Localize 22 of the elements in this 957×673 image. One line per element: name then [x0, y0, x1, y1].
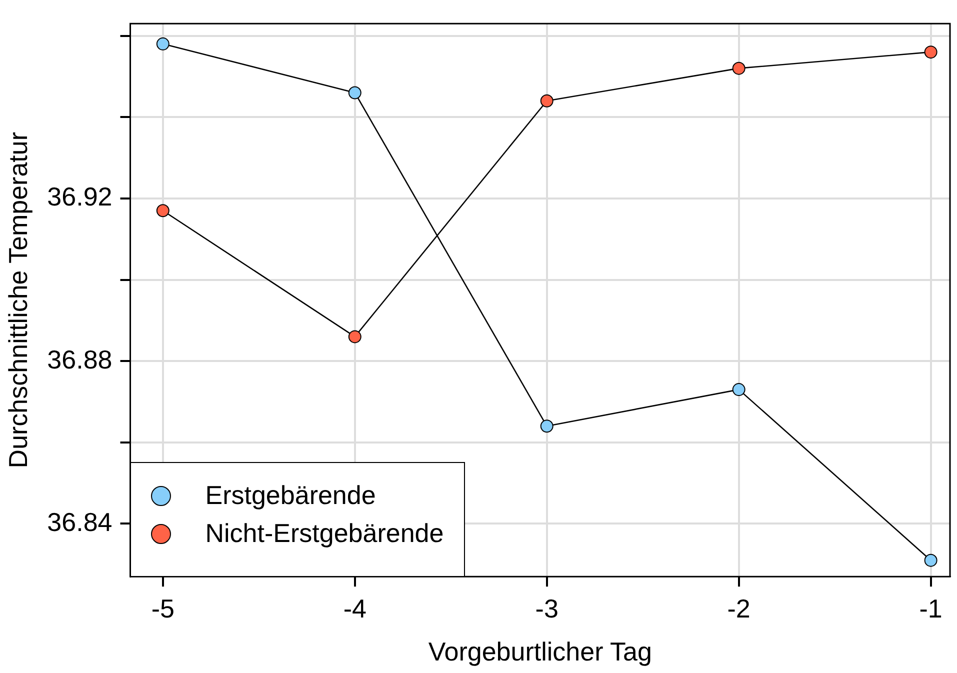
x-tick-label: -5: [151, 593, 174, 624]
point: [540, 94, 554, 108]
y-axis-title: Durchschnittliche Temperatur: [2, 132, 33, 468]
legend-label: Erstgebärende: [205, 480, 376, 512]
point: [732, 383, 746, 396]
point: [156, 204, 170, 218]
x-tick-label: -4: [343, 593, 366, 624]
point: [156, 37, 170, 50]
y-tick-label: 36.84: [47, 506, 112, 537]
point: [348, 86, 362, 100]
point: [924, 554, 938, 567]
point: [732, 62, 746, 75]
y-tick-label: 36.92: [47, 182, 112, 212]
x-tick-label: -2: [727, 593, 750, 624]
x-tick-label: -1: [919, 593, 942, 624]
legend-label: Nicht-Erstgebärende: [205, 518, 444, 550]
y-tick-label: 36.88: [47, 344, 112, 374]
x-axis-title: Vorgeburtlicher Tag: [428, 636, 652, 667]
point: [924, 46, 938, 59]
x-tick-label: -3: [535, 593, 558, 624]
point: [348, 330, 362, 344]
point: [540, 420, 554, 433]
